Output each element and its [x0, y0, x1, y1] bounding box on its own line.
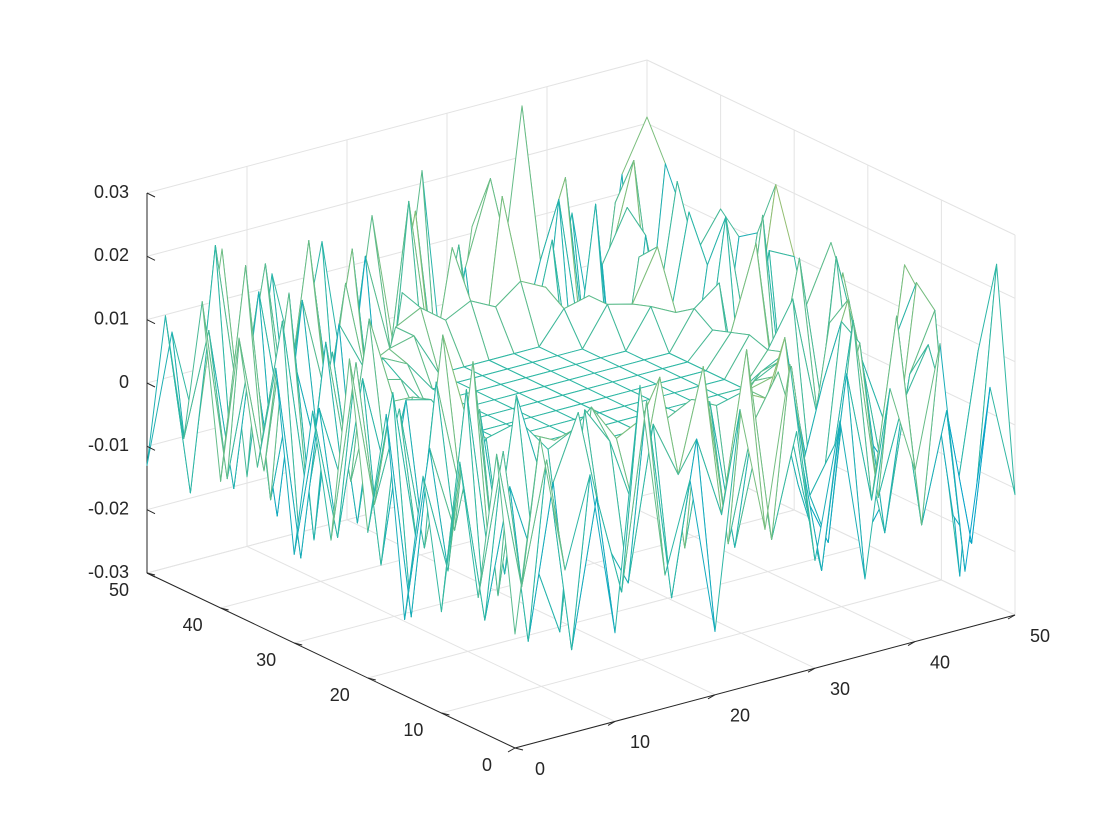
tick-mark: [367, 677, 376, 681]
y-tick-label: 50: [109, 580, 129, 600]
tick-mark: [146, 382, 156, 388]
tick-mark: [220, 607, 229, 611]
z-tick-label: -0.02: [88, 498, 129, 518]
y-tick-label: 30: [256, 650, 276, 670]
axis-line: [146, 572, 516, 749]
x-tick-label: 0: [535, 759, 545, 779]
tick-mark: [607, 720, 616, 726]
y-tick-label: 10: [403, 720, 423, 740]
tick-mark: [707, 694, 716, 700]
z-tick-label: 0.03: [94, 182, 129, 202]
tick-mark: [507, 747, 516, 753]
y-tick-label: 20: [330, 685, 350, 705]
x-tick-label: 20: [730, 706, 750, 726]
z-tick-label: 0.02: [94, 245, 129, 265]
tick-mark: [294, 642, 303, 646]
grid-line: [146, 122, 648, 257]
tick-mark: [146, 572, 156, 578]
mesh-cell: [496, 436, 541, 635]
tick-mark: [514, 747, 524, 751]
tick-mark: [146, 192, 156, 198]
grid-line: [146, 59, 648, 194]
axis-line: [514, 614, 1016, 749]
tick-mark: [441, 712, 450, 716]
y-tick-label: 40: [183, 615, 203, 635]
grid-line: [246, 545, 616, 722]
tick-mark: [1007, 614, 1016, 620]
y-tick-label: 0: [482, 755, 492, 775]
grid-line: [367, 544, 868, 679]
grid-line: [646, 59, 1016, 236]
x-tick-label: 50: [1030, 626, 1050, 646]
x-tick-label: 40: [930, 652, 950, 672]
tick-mark: [146, 509, 156, 515]
tick-mark: [146, 445, 156, 451]
tick-mark: [907, 641, 916, 647]
z-tick-label: -0.01: [88, 435, 129, 455]
tick-mark: [146, 319, 156, 325]
z-tick-label: 0: [119, 372, 129, 392]
x-tick-label: 10: [630, 732, 650, 752]
tick-mark: [807, 667, 816, 673]
grid-line: [646, 122, 1016, 299]
tick-mark: [146, 255, 156, 261]
x-tick-label: 30: [830, 679, 850, 699]
z-tick-label: -0.03: [88, 562, 129, 582]
grid-line: [441, 579, 942, 714]
z-tick-label: 0.01: [94, 308, 129, 328]
